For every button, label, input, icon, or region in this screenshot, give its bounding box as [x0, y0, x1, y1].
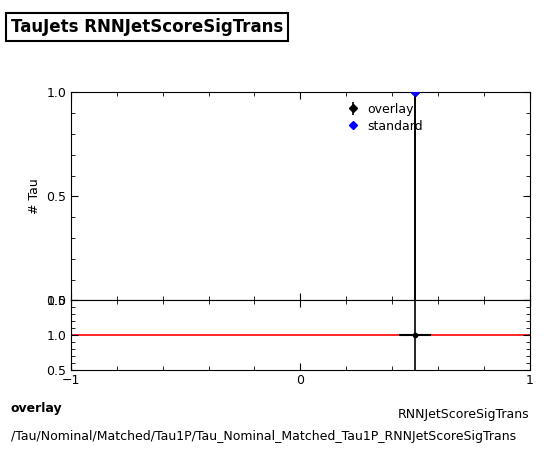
Text: TauJets RNNJetScoreSigTrans: TauJets RNNJetScoreSigTrans	[11, 18, 283, 36]
Legend: overlay, standard: overlay, standard	[343, 103, 423, 133]
Text: RNNJetScoreSigTrans: RNNJetScoreSigTrans	[398, 408, 530, 421]
Text: overlay: overlay	[11, 402, 63, 415]
Y-axis label: # Tau: # Tau	[27, 178, 40, 214]
Text: /Tau/Nominal/Matched/Tau1P/Tau_Nominal_Matched_Tau1P_RNNJetScoreSigTrans: /Tau/Nominal/Matched/Tau1P/Tau_Nominal_M…	[11, 430, 516, 443]
